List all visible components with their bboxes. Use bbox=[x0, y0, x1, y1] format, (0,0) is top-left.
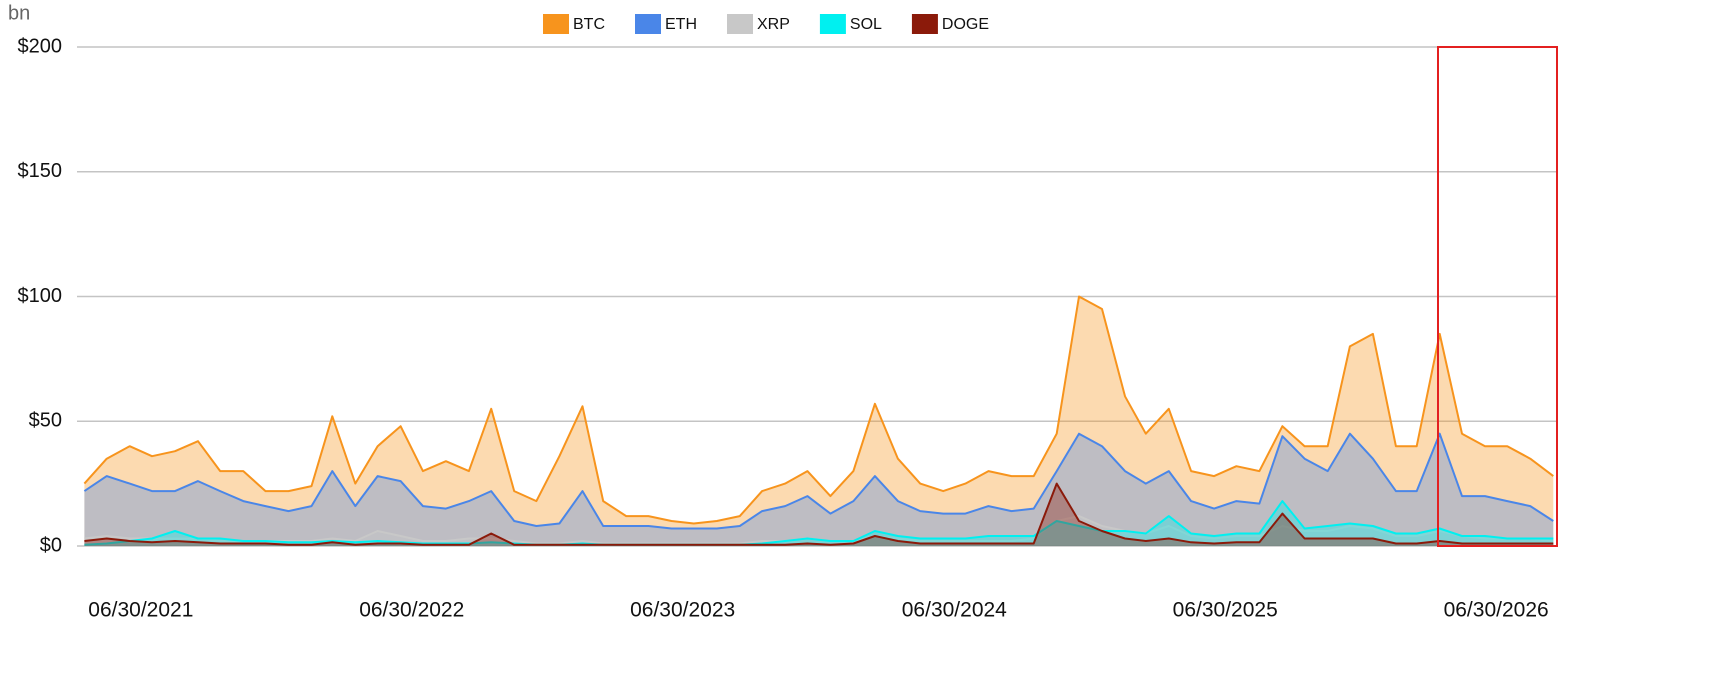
unit-label: bn bbox=[8, 2, 30, 24]
area-line bbox=[83, 432, 1554, 530]
x-tick-label: 06/30/2026 bbox=[1444, 599, 1549, 622]
x-tick-label: 06/30/2022 bbox=[359, 599, 464, 622]
legend-swatch bbox=[543, 14, 569, 34]
x-tick-label: 06/30/2024 bbox=[902, 599, 1007, 622]
legend-swatch bbox=[635, 14, 661, 34]
area-fill bbox=[84, 516, 1554, 546]
legend-swatch bbox=[727, 14, 753, 34]
legend-label: XRP bbox=[757, 16, 790, 33]
legend-label: SOL bbox=[850, 16, 882, 33]
area-line bbox=[84, 482, 1554, 546]
y-tick-label: $150 bbox=[18, 160, 63, 182]
area-fill bbox=[84, 433, 1554, 546]
y-tick-label: $0 bbox=[40, 534, 62, 556]
legend-swatch bbox=[819, 14, 846, 34]
area-line bbox=[84, 500, 1554, 546]
legend-label: DOGE bbox=[942, 16, 989, 33]
y-tick-label: $200 bbox=[18, 35, 63, 57]
highlight-box bbox=[1437, 46, 1558, 547]
legend-swatch bbox=[911, 14, 938, 34]
area-fill bbox=[84, 501, 1554, 546]
area-line bbox=[83, 295, 1554, 525]
area-fill bbox=[84, 296, 1554, 546]
legend-label: ETH bbox=[665, 16, 697, 33]
y-tick-label: $100 bbox=[18, 285, 63, 307]
legend-label: BTC bbox=[573, 16, 605, 33]
x-tick-label: 06/30/2021 bbox=[88, 599, 193, 622]
x-tick-label: 06/30/2023 bbox=[630, 599, 735, 622]
x-tick-label: 06/30/2025 bbox=[1173, 599, 1278, 622]
y-tick-label: $50 bbox=[29, 410, 62, 432]
